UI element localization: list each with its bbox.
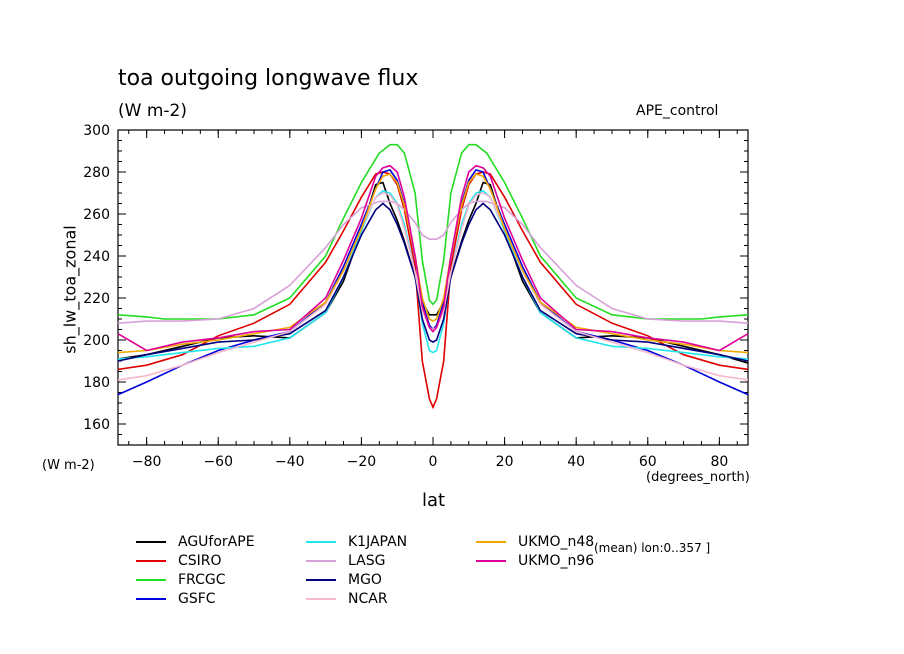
x-tick-label: 40 <box>567 454 585 470</box>
legend-swatch <box>136 598 166 600</box>
x-tick-label: 80 <box>710 454 728 470</box>
legend-item-mgo: MGO <box>306 571 382 589</box>
legend-swatch <box>136 560 166 562</box>
x-tick-label: 0 <box>429 454 438 470</box>
legend-item-aguforape: AGUforAPE <box>136 533 255 551</box>
legend-item-csiro: CSIRO <box>136 552 222 570</box>
y-tick-label: 160 <box>83 417 110 433</box>
legend-item-frcgc: FRCGC <box>136 571 225 589</box>
series-line-frcgc <box>117 143 749 320</box>
series-line-lasg <box>117 200 749 324</box>
legend-swatch <box>136 579 166 581</box>
legend-swatch <box>136 541 166 543</box>
y-tick-label: 300 <box>83 123 110 139</box>
legend-label: NCAR <box>348 591 388 607</box>
x-units-label: (degrees_north) <box>646 470 750 485</box>
legend-item-gsfc: GSFC <box>136 590 216 608</box>
legend-label: MGO <box>348 572 382 588</box>
legend-label: GSFC <box>178 591 216 607</box>
series-line-aguforape <box>117 181 749 364</box>
legend-item-ukmo_n48: UKMO_n48 <box>476 533 594 551</box>
legend-swatch <box>306 560 336 562</box>
legend-label: K1JAPAN <box>348 534 408 550</box>
series-line-mgo <box>117 202 749 362</box>
y-tick-label: 220 <box>83 291 110 307</box>
x-axis-label: lat <box>422 490 446 511</box>
plot-frame <box>117 129 749 446</box>
legend-label: FRCGC <box>178 572 226 588</box>
y-tick-label: 200 <box>83 333 110 349</box>
mean-note: (mean) lon:0..357 ] <box>594 541 711 555</box>
y-tick-label: 280 <box>83 165 110 181</box>
chart-title: toa outgoing longwave flux <box>118 66 419 91</box>
series-line-ukmo_n96 <box>117 164 749 352</box>
legend-item-ukmo_n96: UKMO_n96 <box>476 552 594 570</box>
legend-swatch <box>476 541 506 543</box>
y-tick-label: 180 <box>83 375 110 391</box>
legend-swatch <box>306 541 336 543</box>
x-tick-label: −60 <box>203 454 233 470</box>
legend-item-ncar: NCAR <box>306 590 388 608</box>
x-tick-label: 20 <box>496 454 514 470</box>
legend-swatch <box>476 560 506 562</box>
legend-label: LASG <box>348 553 386 569</box>
series-line-ncar <box>117 192 749 381</box>
y-tick-label: 260 <box>83 207 110 223</box>
legend-item-k1japan: K1JAPAN <box>306 533 407 551</box>
series-line-k1japan <box>117 190 749 360</box>
x-tick-label: −40 <box>275 454 305 470</box>
y-units-label: (W m-2) <box>42 458 95 473</box>
legend-label: AGUforAPE <box>178 534 255 550</box>
legend-label: CSIRO <box>178 553 222 569</box>
legend-label: UKMO_n96 <box>518 553 595 569</box>
series-line-gsfc <box>117 168 749 396</box>
series-line-ukmo_n48 <box>117 173 749 354</box>
legend-label: UKMO_n48 <box>518 534 595 550</box>
y-tick-label: 240 <box>83 249 110 265</box>
x-tick-label: 60 <box>639 454 657 470</box>
legend-swatch <box>306 579 336 581</box>
legend-item-lasg: LASG <box>306 552 385 570</box>
x-tick-label: −80 <box>132 454 162 470</box>
x-tick-label: −20 <box>347 454 377 470</box>
legend-swatch <box>306 598 336 600</box>
series-line-csiro <box>117 171 749 410</box>
run-label: APE_control <box>636 103 719 119</box>
chart-subtitle: (W m-2) <box>118 101 187 121</box>
